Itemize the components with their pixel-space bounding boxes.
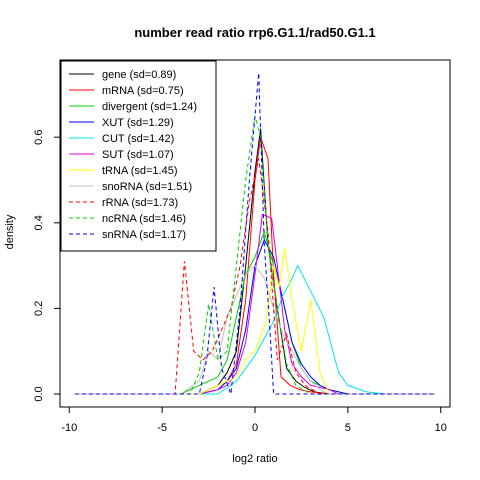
- x-tick-label: -5: [157, 422, 167, 434]
- series-line-4: [74, 264, 436, 395]
- x-axis: -10 -5 0 5 10: [61, 407, 447, 434]
- legend-label: ncRNA (sd=1.46): [102, 213, 186, 225]
- x-tick-label: 0: [252, 422, 258, 434]
- legend-label: SUT (sd=1.07): [102, 149, 174, 161]
- x-tick-label: 5: [345, 422, 351, 434]
- legend: gene (sd=0.89) mRNA (sd=0.75) divergent (s…: [60, 60, 217, 252]
- series-line-10: [74, 72, 436, 395]
- legend-box: [60, 60, 217, 252]
- chart-title: number read ratio rrp6.G1.1/rad50.G1.1: [134, 25, 375, 40]
- y-tick-label: 0.6: [33, 130, 45, 145]
- legend-label: snRNA (sd=1.17): [102, 229, 186, 241]
- series-lines: [74, 72, 436, 395]
- legend-label: rRNA (sd=1.73): [102, 197, 178, 209]
- legend-label: divergent (sd=1.24): [102, 101, 197, 113]
- y-tick-label: 0.4: [33, 215, 45, 230]
- series-line-6: [74, 248, 436, 395]
- x-tick-label: 10: [435, 422, 447, 434]
- y-axis-label: density: [4, 214, 16, 249]
- series-line-3: [74, 238, 436, 395]
- legend-label: snoRNA (sd=1.51): [102, 181, 192, 193]
- x-axis-label: log2 ratio: [232, 453, 277, 465]
- y-tick-label: 0.2: [33, 301, 45, 316]
- legend-label: mRNA (sd=0.75): [102, 85, 184, 97]
- y-axis: 0.0 0.2 0.4 0.6: [33, 130, 60, 402]
- legend-label: XUT (sd=1.29): [102, 117, 174, 129]
- x-tick-label: -10: [61, 422, 77, 434]
- legend-label: tRNA (sd=1.45): [102, 165, 178, 177]
- legend-label: CUT (sd=1.42): [102, 133, 174, 145]
- series-line-8: [74, 158, 436, 395]
- legend-label: gene (sd=0.89): [102, 69, 176, 81]
- y-tick-label: 0.0: [33, 386, 45, 401]
